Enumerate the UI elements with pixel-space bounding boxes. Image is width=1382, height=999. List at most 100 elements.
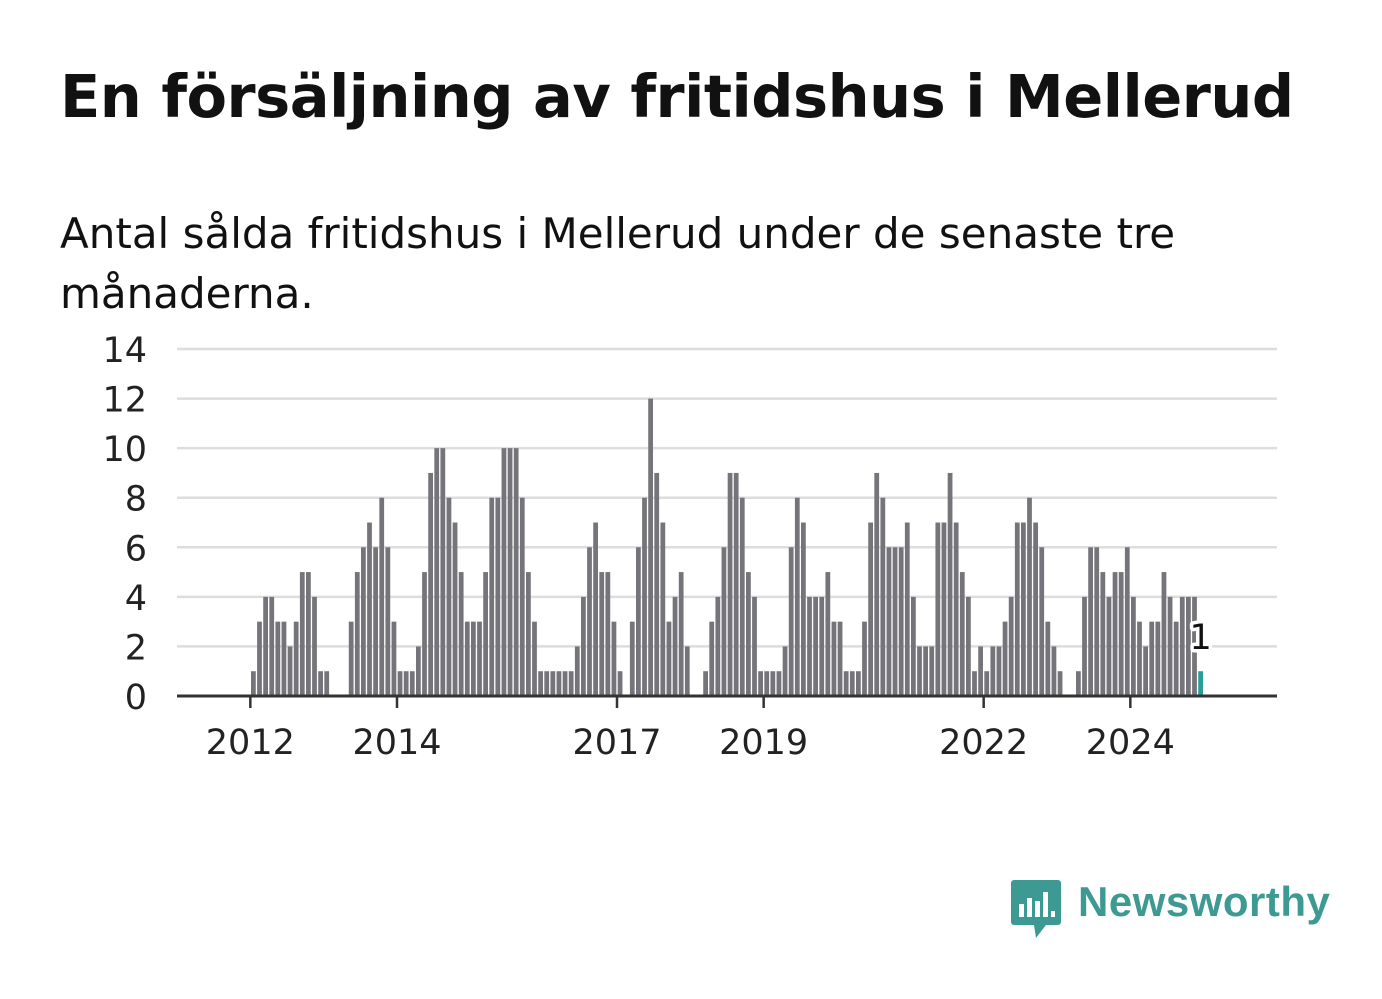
bar <box>782 646 788 696</box>
bar <box>617 671 623 696</box>
bar <box>544 671 550 696</box>
bar <box>788 547 794 696</box>
bar <box>672 596 678 696</box>
bar <box>1106 596 1112 696</box>
bar <box>409 671 415 696</box>
bar <box>611 621 617 696</box>
bar <box>953 522 959 696</box>
y-tick-label: 6 <box>125 529 147 569</box>
bar <box>660 522 666 696</box>
bar <box>709 621 715 696</box>
bar <box>1131 596 1136 696</box>
bar <box>354 572 360 696</box>
bar <box>1039 547 1045 696</box>
bar <box>550 671 556 696</box>
bar <box>275 621 281 696</box>
bar <box>886 547 892 696</box>
chart-annotation: 1 <box>1186 615 1215 662</box>
bar <box>257 621 262 696</box>
bar <box>984 671 990 696</box>
bar <box>733 472 739 696</box>
bar <box>379 497 385 696</box>
bar <box>1082 596 1087 696</box>
bar <box>917 646 922 696</box>
y-tick-label: 10 <box>102 430 147 470</box>
bar <box>306 572 311 696</box>
bar <box>489 497 495 696</box>
bar <box>959 572 965 696</box>
bar <box>837 621 843 696</box>
bar <box>923 646 928 696</box>
y-tick-label: 8 <box>125 480 147 520</box>
bar <box>251 671 256 696</box>
bar <box>477 621 482 696</box>
x-tick-label: 2024 <box>1086 723 1175 763</box>
bar <box>794 497 800 696</box>
bar <box>440 448 446 696</box>
bar <box>568 671 574 696</box>
bar <box>813 596 818 696</box>
bar <box>764 671 770 696</box>
bar <box>898 547 904 696</box>
bar <box>1167 596 1173 696</box>
bar <box>281 621 287 696</box>
bar <box>513 448 519 696</box>
bar <box>471 621 476 696</box>
bar <box>703 671 708 696</box>
bar <box>428 472 433 696</box>
bar <box>892 547 898 696</box>
bar <box>483 572 488 696</box>
brand-name: Newsworthy <box>1078 878 1331 925</box>
bar <box>1173 621 1179 696</box>
bar <box>1192 596 1197 696</box>
y-axis-labels: 0 2 4 6 8 10 12 14 <box>102 331 147 718</box>
bar <box>599 572 605 696</box>
page-title: En försäljning av fritidshus i Mellerud <box>60 62 1294 131</box>
bar <box>642 497 647 696</box>
bar <box>385 547 391 696</box>
bar <box>324 671 330 696</box>
bar <box>941 522 947 696</box>
bar <box>929 646 935 696</box>
bar <box>996 646 1002 696</box>
bar <box>605 572 611 696</box>
bar <box>1112 572 1118 696</box>
bar <box>856 671 861 696</box>
bar <box>507 448 513 696</box>
bar <box>843 671 849 696</box>
bar <box>452 522 458 696</box>
bar <box>684 646 690 696</box>
bar <box>593 522 598 696</box>
chart-bars <box>251 398 1203 696</box>
bar <box>581 596 586 696</box>
bar <box>361 547 366 696</box>
newsworthy-logo-icon <box>1011 880 1061 938</box>
bar <box>721 547 727 696</box>
bar <box>636 547 641 696</box>
bar <box>1124 547 1130 696</box>
bar <box>367 522 372 696</box>
bar <box>501 448 507 696</box>
bar <box>1008 596 1014 696</box>
bar <box>318 671 323 696</box>
bar <box>538 671 543 696</box>
bar <box>519 497 525 696</box>
bar <box>880 497 886 696</box>
x-tick-label: 2019 <box>719 723 808 763</box>
y-tick-label: 4 <box>125 579 147 619</box>
bar <box>831 621 837 696</box>
highlight-bar <box>1198 671 1203 696</box>
bar <box>825 572 831 696</box>
bar <box>1014 522 1020 696</box>
bar <box>1143 646 1148 696</box>
bar <box>1027 497 1032 696</box>
bar <box>1002 621 1008 696</box>
bar <box>434 448 440 696</box>
bar <box>678 572 684 696</box>
bar <box>1057 671 1063 696</box>
bar <box>1094 547 1100 696</box>
bar <box>1161 572 1167 696</box>
y-tick-label: 2 <box>125 628 147 668</box>
bar <box>526 572 531 696</box>
bar <box>758 671 763 696</box>
